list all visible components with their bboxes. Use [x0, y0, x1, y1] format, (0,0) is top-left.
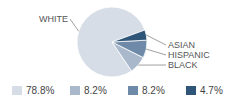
pie [77, 7, 147, 77]
slice-label: ASIAN [168, 40, 195, 50]
legend-swatch [70, 86, 80, 95]
chart: ASIANHISPANICBLACK WHITE 78.8% 8.2% 8.2% 4.7% [0, 0, 240, 100]
slice-label: WHITE [39, 14, 68, 24]
legend-swatch [128, 86, 138, 95]
legend-swatch [12, 86, 22, 95]
chart-svg: ASIANHISPANICBLACK WHITE 78.8% 8.2% 8.2% 4.7% [0, 0, 240, 100]
leader-line [138, 65, 166, 66]
legend-label: 4.7% [200, 85, 223, 96]
legend: 78.8% 8.2% 8.2% 4.7% [12, 85, 223, 96]
slice-label: BLACK [168, 60, 198, 70]
slice-labels: ASIANHISPANICBLACK WHITE [39, 14, 210, 70]
legend-swatch [186, 86, 196, 95]
slice-label: HISPANIC [168, 50, 210, 60]
leader-line [146, 49, 166, 55]
leader-line [70, 19, 79, 31]
legend-label: 8.2% [142, 85, 165, 96]
leader-line [146, 35, 166, 45]
pie-slice [112, 30, 147, 42]
legend-label: 78.8% [26, 85, 54, 96]
legend-label: 8.2% [84, 85, 107, 96]
pie-slice [112, 40, 147, 57]
